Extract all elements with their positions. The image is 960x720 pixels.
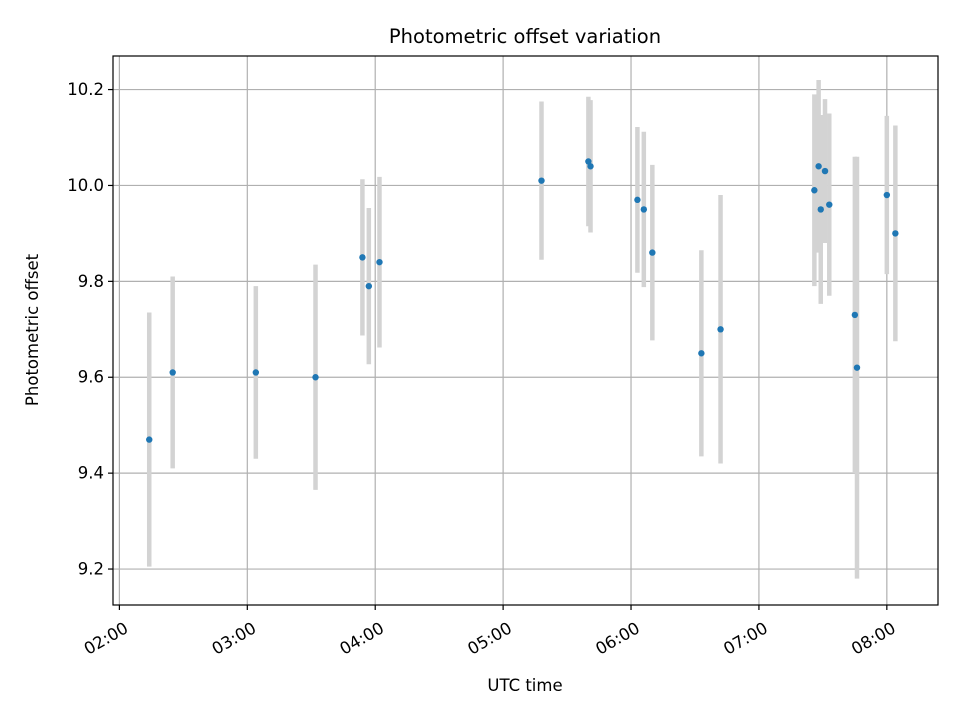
y-tick-label: 10.2 xyxy=(67,80,104,99)
data-point xyxy=(365,282,373,290)
data-point xyxy=(826,201,833,208)
data-point xyxy=(585,158,592,165)
data-point xyxy=(146,436,153,443)
data-point xyxy=(376,258,383,266)
data-point xyxy=(698,350,705,357)
data-point xyxy=(169,369,176,376)
data-point xyxy=(811,187,818,194)
x-axis-label: UTC time xyxy=(487,676,562,695)
y-axis-label: Photometric offset xyxy=(23,253,42,406)
y-axis-ticks: 9.2 9.4 9.6 9.8 10.0 10.2 xyxy=(67,80,113,579)
data-point xyxy=(252,369,260,376)
data-point xyxy=(312,374,319,381)
y-tick-label: 10.0 xyxy=(67,176,104,195)
data-point xyxy=(892,230,899,237)
data-point xyxy=(815,163,822,170)
data-point xyxy=(634,196,641,204)
data-point xyxy=(640,206,648,213)
y-tick-label: 9.8 xyxy=(78,272,104,291)
data-point xyxy=(717,326,724,333)
y-tick-label: 9.6 xyxy=(78,368,104,387)
y-tick-label: 9.2 xyxy=(78,560,104,579)
data-point xyxy=(359,254,366,261)
plot-frame xyxy=(112,55,939,606)
data-point xyxy=(649,249,656,256)
grid-lines xyxy=(113,56,938,605)
data-point xyxy=(853,364,861,371)
y-tick-label: 9.4 xyxy=(78,464,104,483)
data-point xyxy=(538,177,545,184)
data-point xyxy=(587,163,594,170)
data-points xyxy=(146,158,899,443)
data-point xyxy=(851,311,859,319)
data-point xyxy=(821,167,829,175)
data-point xyxy=(817,206,824,213)
chart-title: Photometric offset variation xyxy=(389,25,661,48)
data-point xyxy=(883,191,891,199)
